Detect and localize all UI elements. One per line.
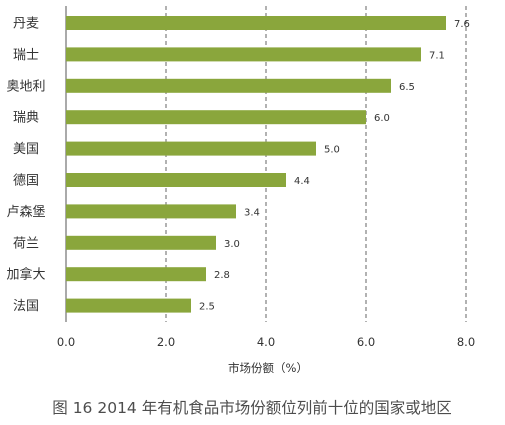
bar-8 bbox=[66, 235, 216, 250]
bar-6 bbox=[66, 173, 286, 187]
bar-3 bbox=[66, 78, 391, 93]
value-label-7: 3.4 bbox=[244, 207, 260, 218]
bar-9 bbox=[66, 267, 206, 282]
value-label-9: 2.8 bbox=[214, 270, 230, 281]
category-label-8: 荷兰 bbox=[13, 236, 39, 251]
category-label-1: 丹麦 bbox=[13, 17, 39, 32]
value-label-5: 5.0 bbox=[324, 145, 340, 156]
x-tick-label-2: 4.0 bbox=[257, 335, 275, 349]
bar-2 bbox=[66, 47, 421, 62]
bar-5 bbox=[66, 141, 316, 156]
value-label-2: 7.1 bbox=[429, 50, 445, 61]
x-tick-label-3: 6.0 bbox=[357, 335, 375, 349]
category-label-6: 德国 bbox=[13, 174, 39, 189]
value-label-1: 7.6 bbox=[454, 19, 470, 30]
x-tick-label-0: 0.0 bbox=[57, 335, 75, 349]
bar-4 bbox=[66, 110, 366, 125]
category-label-4: 瑞典 bbox=[13, 111, 39, 126]
value-label-3: 6.5 bbox=[399, 82, 415, 93]
category-label-2: 瑞士 bbox=[13, 48, 39, 63]
x-tick-labels: 0.0 2.0 4.0 6.0 8.0 bbox=[57, 335, 475, 349]
bar-10 bbox=[66, 298, 191, 313]
category-label-10: 法国 bbox=[13, 299, 39, 314]
value-label-6: 4.4 bbox=[294, 176, 310, 187]
bars bbox=[66, 16, 446, 313]
value-labels: 7.6 7.1 6.5 6.0 5.0 4.4 3.4 3.0 2.8 2.5 bbox=[199, 19, 470, 313]
x-axis-title: 市场份额（%） bbox=[228, 361, 308, 375]
bar-7 bbox=[66, 204, 236, 219]
category-label-3: 奥地利 bbox=[6, 79, 45, 94]
x-tick-label-1: 2.0 bbox=[157, 335, 175, 349]
category-label-5: 美国 bbox=[13, 142, 39, 157]
x-tick-label-4: 8.0 bbox=[457, 335, 475, 349]
category-label-9: 加拿大 bbox=[6, 267, 45, 283]
value-label-4: 6.0 bbox=[374, 113, 390, 124]
bar-1 bbox=[66, 16, 446, 30]
value-label-10: 2.5 bbox=[199, 302, 215, 313]
value-label-8: 3.0 bbox=[224, 239, 240, 250]
category-label-7: 卢森堡 bbox=[6, 204, 45, 220]
figure-caption: 图 16 2014 年有机食品市场份额位列前十位的国家或地区 bbox=[52, 399, 451, 417]
